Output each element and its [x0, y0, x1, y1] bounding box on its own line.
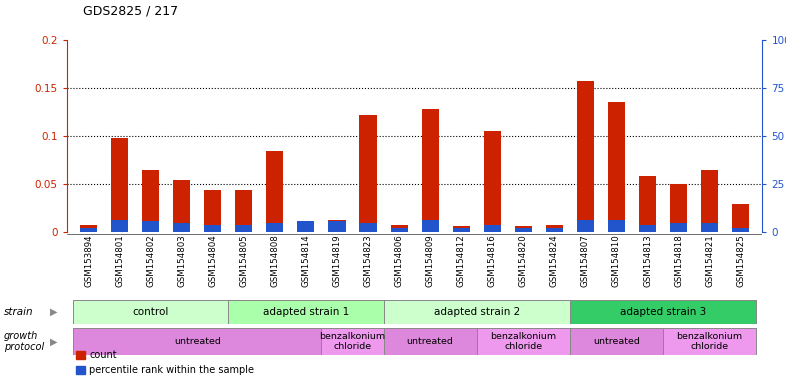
Bar — [515, 226, 532, 232]
Bar — [545, 227, 563, 232]
Bar — [391, 227, 408, 232]
Bar — [577, 220, 594, 232]
FancyBboxPatch shape — [570, 328, 663, 355]
Text: GSM154825: GSM154825 — [736, 234, 745, 287]
Text: GSM154802: GSM154802 — [146, 234, 155, 287]
Text: adapted strain 3: adapted strain 3 — [620, 307, 706, 317]
Text: control: control — [133, 307, 169, 317]
Text: GSM154803: GSM154803 — [177, 234, 186, 287]
Bar — [670, 184, 687, 232]
Bar — [545, 225, 563, 232]
Bar — [701, 170, 718, 232]
Bar — [639, 225, 656, 232]
Text: GSM154820: GSM154820 — [519, 234, 528, 287]
Bar — [483, 225, 501, 232]
Text: GSM154814: GSM154814 — [301, 234, 310, 287]
Text: GSM154810: GSM154810 — [612, 234, 621, 287]
Text: benzalkonium
chloride: benzalkonium chloride — [319, 332, 386, 351]
Text: GSM154804: GSM154804 — [208, 234, 217, 287]
Bar — [266, 151, 284, 232]
Bar — [453, 227, 470, 232]
Text: adapted strain 1: adapted strain 1 — [263, 307, 349, 317]
Text: GSM154812: GSM154812 — [457, 234, 465, 287]
Bar — [80, 225, 97, 232]
Bar — [421, 220, 439, 232]
Bar — [577, 81, 594, 232]
Bar — [297, 223, 314, 232]
Bar — [297, 221, 314, 232]
Bar — [483, 131, 501, 232]
FancyBboxPatch shape — [477, 328, 570, 355]
Bar — [142, 221, 160, 232]
Text: GSM154806: GSM154806 — [395, 234, 403, 287]
Text: untreated: untreated — [593, 337, 640, 346]
Text: GSM153894: GSM153894 — [84, 234, 93, 287]
Bar — [701, 223, 718, 232]
Text: ▶: ▶ — [50, 307, 57, 317]
Text: GSM154801: GSM154801 — [115, 234, 124, 287]
Text: GSM154807: GSM154807 — [581, 234, 590, 287]
Text: untreated: untreated — [174, 337, 221, 346]
Bar — [266, 223, 284, 232]
Text: growth
protocol: growth protocol — [4, 331, 44, 352]
Bar — [608, 102, 625, 232]
Bar — [359, 115, 376, 232]
Bar — [639, 176, 656, 232]
Bar — [329, 221, 346, 232]
Text: GSM154809: GSM154809 — [426, 234, 435, 287]
Text: GSM154824: GSM154824 — [550, 234, 559, 287]
Bar — [608, 220, 625, 232]
Bar — [173, 223, 190, 232]
Bar — [111, 220, 128, 232]
Bar — [515, 227, 532, 232]
Text: strain: strain — [4, 307, 34, 317]
Bar — [453, 226, 470, 232]
Text: GSM154819: GSM154819 — [332, 234, 341, 287]
Text: GSM154808: GSM154808 — [270, 234, 279, 287]
FancyBboxPatch shape — [73, 328, 321, 355]
FancyBboxPatch shape — [663, 328, 756, 355]
Bar — [111, 138, 128, 232]
Text: untreated: untreated — [406, 337, 454, 346]
Text: GSM154821: GSM154821 — [705, 234, 714, 287]
Bar — [142, 170, 160, 232]
Bar — [80, 227, 97, 232]
Text: adapted strain 2: adapted strain 2 — [434, 307, 520, 317]
Text: GSM154813: GSM154813 — [643, 234, 652, 287]
Text: ▶: ▶ — [50, 336, 57, 346]
Bar — [235, 190, 252, 232]
Text: GSM154823: GSM154823 — [364, 234, 373, 287]
FancyBboxPatch shape — [73, 300, 228, 324]
FancyBboxPatch shape — [228, 300, 384, 324]
FancyBboxPatch shape — [321, 328, 384, 355]
Text: GSM154805: GSM154805 — [239, 234, 248, 287]
Bar — [359, 223, 376, 232]
Bar — [732, 204, 749, 232]
Text: benzalkonium
chloride: benzalkonium chloride — [677, 332, 743, 351]
Text: GDS2825 / 217: GDS2825 / 217 — [83, 4, 178, 17]
Bar — [421, 109, 439, 232]
FancyBboxPatch shape — [384, 328, 477, 355]
Legend: count, percentile rank within the sample: count, percentile rank within the sample — [72, 346, 258, 379]
Bar — [732, 227, 749, 232]
Bar — [235, 225, 252, 232]
Text: GSM154818: GSM154818 — [674, 234, 683, 287]
Bar — [204, 190, 222, 232]
Text: GSM154816: GSM154816 — [488, 234, 497, 287]
Bar — [173, 180, 190, 232]
Bar — [329, 220, 346, 232]
Bar — [391, 225, 408, 232]
FancyBboxPatch shape — [570, 300, 756, 324]
Bar — [204, 225, 222, 232]
Bar — [670, 223, 687, 232]
FancyBboxPatch shape — [384, 300, 570, 324]
Text: benzalkonium
chloride: benzalkonium chloride — [490, 332, 556, 351]
